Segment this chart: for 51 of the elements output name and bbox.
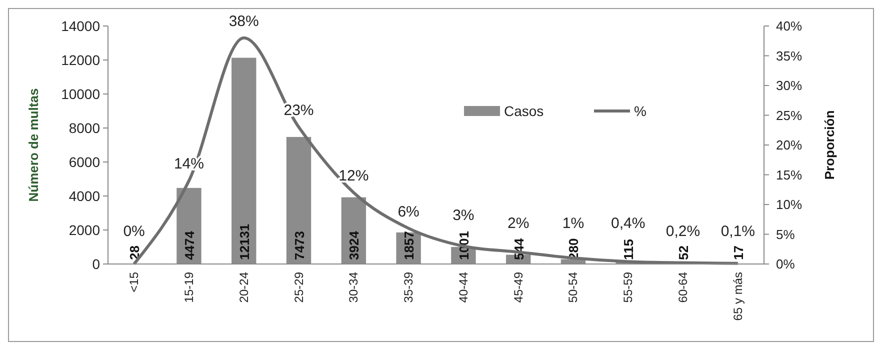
y2-tick-label: 5% xyxy=(776,226,796,242)
legend-label: % xyxy=(634,102,646,119)
x-tick-label: 35-39 xyxy=(402,272,416,303)
x-tick-label: 40-44 xyxy=(456,272,470,303)
y2-tick-label: 15% xyxy=(776,167,802,182)
legend-label: Casos xyxy=(504,102,544,119)
y2-tick-label: 0% xyxy=(776,256,796,272)
data-label: 0% xyxy=(123,223,145,240)
x-tick-label: 65 y más xyxy=(730,272,745,321)
x-tick-label: 30-34 xyxy=(346,272,361,303)
y-tick-label: 0 xyxy=(92,256,100,272)
y2-axis-title: Proporción xyxy=(822,110,837,180)
data-label: 3924 xyxy=(346,230,362,260)
y2-tick-label: 25% xyxy=(776,108,802,123)
x-tick-label: 60-64 xyxy=(676,272,690,303)
data-label: 0,2% xyxy=(666,223,700,240)
data-label: 0,4% xyxy=(611,215,646,232)
data-label: 52 xyxy=(676,246,692,260)
x-tick-label: 50-54 xyxy=(566,272,580,303)
y-tick-label: 6000 xyxy=(68,154,100,170)
y2-tick-label: 40% xyxy=(776,18,802,34)
data-label: 4474 xyxy=(182,230,197,260)
y2-tick-label: 35% xyxy=(776,48,802,64)
y-tick-label: 8000 xyxy=(68,120,100,136)
y2-tick-label: 10% xyxy=(776,197,802,212)
y-tick-label: 14000 xyxy=(61,18,100,34)
x-tick-label: 20-24 xyxy=(236,272,251,303)
data-label: 12131 xyxy=(236,224,252,260)
y2-tick-label: 30% xyxy=(776,78,802,94)
data-label: 6% xyxy=(398,203,420,220)
data-label: 2% xyxy=(508,215,530,232)
x-tick-label: 15-19 xyxy=(182,272,196,303)
data-label: 7473 xyxy=(292,231,307,260)
x-tick-label: 25-29 xyxy=(292,272,306,303)
x-tick-label: 55-59 xyxy=(621,272,636,303)
y-tick-label: 12000 xyxy=(61,52,100,68)
data-label: 12% xyxy=(338,168,369,185)
y-axis-title: Número de multas xyxy=(26,88,41,202)
data-label: 3% xyxy=(452,207,474,224)
y2-tick-label: 20% xyxy=(776,138,802,153)
data-label: 38% xyxy=(228,12,259,30)
data-label: 17 xyxy=(730,246,746,260)
data-label: 1% xyxy=(562,215,584,232)
data-label: 1857 xyxy=(402,231,417,260)
y-tick-label: 10000 xyxy=(61,86,100,102)
data-label: 0,1% xyxy=(720,223,756,240)
x-tick-label: <15 xyxy=(127,272,142,292)
y-tick-label: 4000 xyxy=(68,188,100,204)
x-tick-label: 45-49 xyxy=(511,272,526,303)
data-label: 115 xyxy=(621,239,636,260)
y-tick-label: 2000 xyxy=(68,222,100,238)
